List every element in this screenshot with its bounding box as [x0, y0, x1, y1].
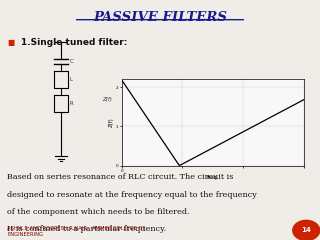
Text: R: R: [70, 101, 74, 106]
Text: Based on series resonance of RLC circuit. The circuit is: Based on series resonance of RLC circuit…: [7, 173, 233, 181]
Text: of the component which needs to be filtered.: of the component which needs to be filte…: [7, 208, 189, 216]
Text: 14: 14: [301, 228, 311, 233]
Text: C: C: [70, 59, 74, 64]
Circle shape: [293, 220, 320, 240]
Text: L: L: [70, 77, 73, 82]
Text: ■: ■: [7, 38, 14, 47]
Text: ASHIK.S AND ROOPESH.R.NAIR,  AMMINI COLLEGE OF
ENGINEERING: ASHIK.S AND ROOPESH.R.NAIR, AMMINI COLLE…: [7, 226, 146, 237]
Text: designed to resonate at the frequency equal to the frequency: designed to resonate at the frequency eq…: [7, 191, 257, 198]
Y-axis label: Z(f): Z(f): [108, 118, 113, 127]
X-axis label: freq.: freq.: [207, 175, 219, 180]
Text: Z(f): Z(f): [102, 97, 112, 102]
Text: 1.Single tuned filter:: 1.Single tuned filter:: [21, 38, 127, 47]
Text: PASSIVE FILTERS: PASSIVE FILTERS: [93, 11, 227, 24]
Text: It is confined to a particular frequency.: It is confined to a particular frequency…: [7, 225, 166, 233]
